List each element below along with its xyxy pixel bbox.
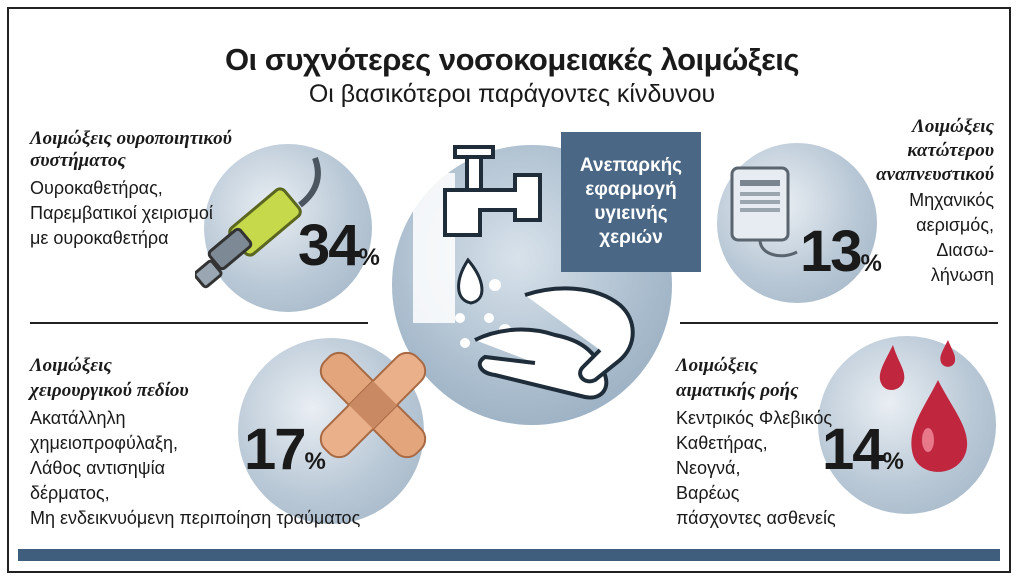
page-subtitle: Οι βασικότεροι παράγοντες κίνδυνου (308, 80, 716, 108)
urinary-title-line2: συστήματος (30, 150, 126, 171)
page-title: Οι συχνότερες νοσοκομειακές λοιμώξεις (224, 42, 800, 77)
bloodstream-factor-1: Κεντρικός Φλεβικός (676, 408, 833, 428)
urinary-factor-2: Παρεμβατικοί χειρισμοί (30, 203, 213, 223)
respiratory-title-line2: κατώτερου (907, 140, 994, 161)
urinary-percent: 34% (298, 213, 380, 278)
percent-sign: % (304, 448, 326, 475)
ventilator-bag-icon (722, 160, 812, 270)
surgical-factor-1: Ακατάλληλη (30, 408, 126, 428)
surgical-title-line1: Λοιμώξεις (30, 355, 112, 376)
bloodstream-title-line1: Λοιμώξεις (676, 355, 758, 376)
respiratory-title-line1: Λοιμώξεις (912, 116, 994, 137)
bloodstream-factor-4: Βαρέως (676, 483, 740, 503)
percent-sign: % (860, 250, 882, 277)
catheter-syringe-icon (193, 150, 345, 300)
hand-hygiene-box: Ανεπαρκής εφαρμογή υγιεινής χεριών (561, 132, 701, 272)
surgical-factor-4: δέρματος, (30, 483, 110, 503)
bloodstream-title-line2: αιματικής ροής (676, 380, 799, 401)
urinary-title-line1: Λοιμώξεις ουροποιητικού (30, 128, 232, 149)
right-divider (680, 322, 998, 324)
percent-sign: % (882, 448, 904, 475)
surgical-factor-5: Μη ενδεικνυόμενη περιποίηση τραύματος (30, 508, 361, 528)
respiratory-factor-3: Διασω- (936, 240, 994, 260)
bottom-bar (18, 549, 1000, 561)
handwash-icon (405, 135, 665, 425)
bloodstream-factor-3: Νεογνά, (676, 458, 741, 478)
percent-sign: % (358, 244, 380, 271)
respiratory-title-line3: αναπνευστικού (876, 164, 994, 185)
surgical-percent: 17% (244, 417, 326, 482)
bloodstream-percent: 14% (822, 417, 904, 482)
respiratory-factor-1: Μηχανικός (909, 190, 994, 210)
respiratory-factor-4: λήνωση (930, 265, 994, 285)
bloodstream-circle (818, 336, 996, 514)
urinary-factor-1: Ουροκαθετήρας, (30, 178, 163, 198)
blood-drops-icon (868, 340, 978, 490)
urinary-factor-3: με ουροκαθετήρα (30, 228, 169, 248)
bloodstream-factor-5: πάσχοντες ασθενείς (676, 508, 836, 528)
surgical-factor-3: Λάθος αντισηψία (30, 458, 165, 478)
left-divider (30, 322, 368, 324)
surgical-factor-2: χημειοπροφύλαξη, (30, 433, 178, 453)
bandage-cross-icon (318, 350, 428, 460)
respiratory-factor-2: αερισμός, (916, 215, 994, 235)
surgical-title-line2: χειρουργικού πεδίου (30, 380, 189, 401)
bloodstream-factor-2: Καθετήρας, (676, 433, 768, 453)
respiratory-percent: 13% (800, 219, 882, 284)
